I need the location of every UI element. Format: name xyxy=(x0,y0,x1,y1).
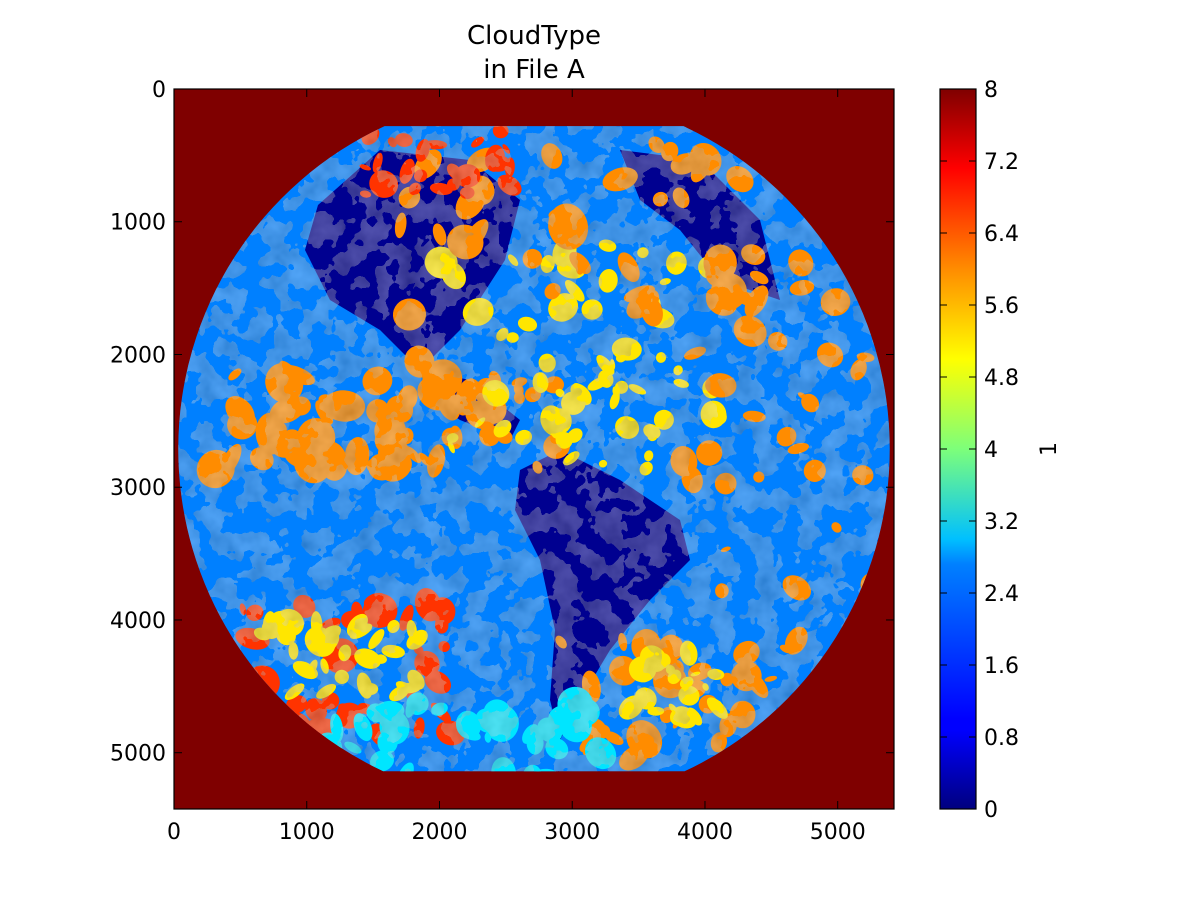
colorbar-tick-label: 6.4 xyxy=(984,222,1019,247)
colorbar-axis: 0 0.8 1.6 2.4 3.2 4 4.8 5.6 6.4 7.2 8 xyxy=(940,78,1019,823)
x-tick-label: 0 xyxy=(167,820,181,845)
colorbar-tick-label: 4.8 xyxy=(984,366,1019,391)
colorbar-tick-label: 5.6 xyxy=(984,294,1019,319)
x-tick-label: 1000 xyxy=(279,820,335,845)
colorbar-tick-label: 0.8 xyxy=(984,726,1019,751)
chart-title-line-1: CloudType xyxy=(467,21,601,51)
cloud-texture xyxy=(178,126,890,772)
y-tick-label: 5000 xyxy=(110,742,166,767)
colorbar-tick-label: 0 xyxy=(984,798,998,823)
y-axis: 0 1000 2000 3000 4000 5000 xyxy=(110,78,894,767)
colorbar-label: 1 xyxy=(1037,442,1062,456)
colorbar-tick-label: 3.2 xyxy=(984,510,1019,535)
colorbar-tick-label: 1.6 xyxy=(984,654,1019,679)
plot-frame xyxy=(173,88,895,810)
x-tick-label: 3000 xyxy=(544,820,600,845)
heatmap-image xyxy=(174,89,894,809)
x-tick-label: 2000 xyxy=(411,820,467,845)
x-axis: 0 1000 2000 3000 4000 5000 xyxy=(167,89,866,845)
colorbar-tick-label: 4 xyxy=(984,438,998,463)
y-tick-label: 4000 xyxy=(110,609,166,634)
earth-disk xyxy=(178,126,890,772)
chart-title-line-2: in File A xyxy=(483,55,585,85)
y-tick-label: 2000 xyxy=(110,343,166,368)
y-tick-label: 3000 xyxy=(110,476,166,501)
colorbar-tick-label: 2.4 xyxy=(984,582,1019,607)
colorbar-tick-label: 7.2 xyxy=(984,150,1019,175)
colorbar-tick-label: 8 xyxy=(984,78,998,103)
x-tick-label: 4000 xyxy=(677,820,733,845)
x-tick-label: 5000 xyxy=(810,820,866,845)
y-tick-label: 0 xyxy=(152,78,166,103)
y-tick-label: 1000 xyxy=(110,211,166,236)
